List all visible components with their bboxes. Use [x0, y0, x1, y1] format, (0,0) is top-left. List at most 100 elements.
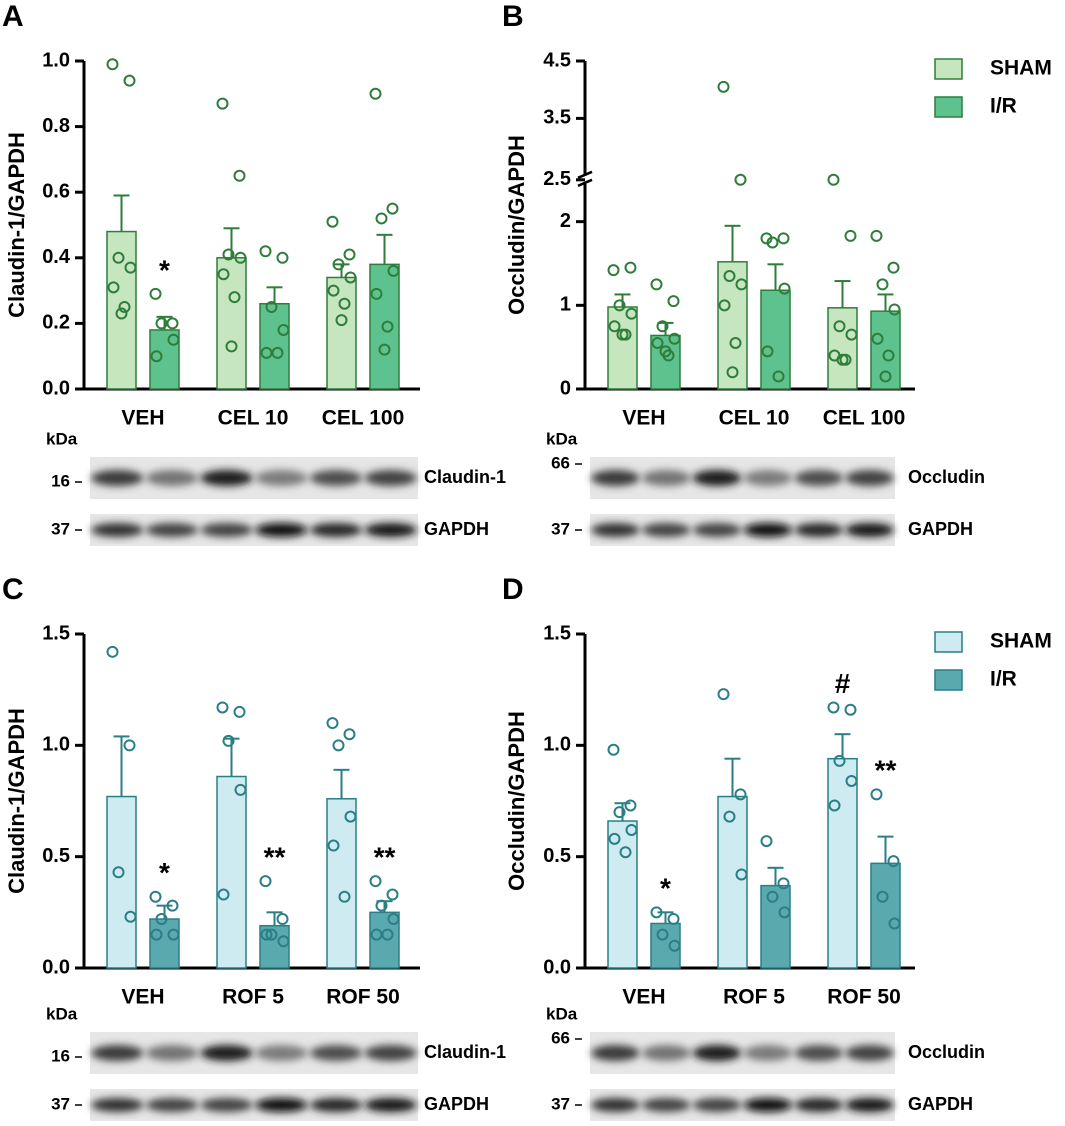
bar [369, 263, 400, 390]
blot-marker: 66 [551, 453, 570, 472]
data-point [668, 332, 681, 345]
legend-swatch [934, 631, 963, 653]
blot-band [845, 523, 894, 537]
blot-band [794, 1045, 844, 1061]
data-point [123, 74, 136, 87]
bar [717, 795, 748, 969]
data-point [608, 832, 621, 845]
data-point [381, 928, 394, 941]
data-point [332, 739, 345, 752]
panel: A Claudin-1/GAPDH 0.0 0.2 0.4 0.6 0.8 1.0 VEH CEL… [2, 0, 506, 546]
blot-strip [90, 514, 418, 546]
data-point [222, 734, 235, 747]
data-point [369, 87, 382, 100]
data-point [217, 268, 230, 281]
data-point [845, 328, 858, 341]
y-axis-label: Occludin/GAPDH [504, 135, 529, 315]
data-point [723, 810, 736, 823]
blot-band [255, 523, 308, 537]
blot-strip [590, 1089, 895, 1121]
blot-unit: kDa [46, 1004, 78, 1023]
blot-label: Claudin-1 [424, 467, 506, 487]
data-point [260, 928, 273, 941]
data-point [607, 264, 620, 277]
data-point [723, 270, 736, 283]
data-point [167, 333, 180, 346]
data-point [608, 320, 621, 333]
axis-break [577, 170, 593, 179]
panel: B Occludin/GAPDH 0 1 2 2.5 3.5 4.5 VEH CEL 10 CEL … [502, 0, 1052, 546]
blot-band [794, 1098, 844, 1112]
blot-band [255, 1045, 308, 1061]
data-point [827, 173, 840, 186]
annotation: # [835, 668, 851, 699]
data-point [888, 303, 901, 316]
data-point [370, 287, 383, 300]
legend-swatch [934, 669, 963, 691]
bar [827, 307, 858, 390]
y-tick-label: 3.5 [543, 107, 571, 129]
data-point [387, 264, 400, 277]
blot-band [794, 523, 844, 537]
data-point [876, 890, 889, 903]
data-point [887, 855, 900, 868]
blot-marker: 37 [51, 519, 70, 538]
data-point [233, 169, 246, 182]
blot-band [845, 1045, 894, 1061]
y-tick-label: 1 [560, 294, 571, 316]
blot-band [743, 1045, 793, 1061]
data-point [844, 703, 857, 716]
data-point [870, 229, 883, 242]
data-point [216, 97, 229, 110]
x-tick-label: ROF 5 [723, 986, 785, 1009]
y-tick-label: 0.5 [42, 845, 70, 867]
blot-band [200, 470, 253, 486]
data-point [326, 717, 339, 730]
blot-band [255, 1098, 308, 1112]
data-point [277, 323, 290, 336]
data-point [375, 212, 388, 225]
bar [216, 775, 247, 969]
data-point [777, 877, 790, 890]
data-point [115, 307, 128, 320]
blot-strip [90, 1089, 418, 1121]
blot-strip [590, 457, 895, 499]
data-point [150, 928, 163, 941]
blot-marker: 37 [551, 519, 570, 538]
data-point [778, 906, 791, 919]
data-point [870, 788, 883, 801]
x-tick-label: CEL 10 [719, 407, 790, 430]
bar [326, 798, 357, 969]
blot-strip [590, 1032, 895, 1074]
data-point [343, 248, 356, 261]
blot-band [145, 470, 199, 486]
y-tick-label: 1.5 [42, 622, 70, 644]
blot-band [309, 1045, 363, 1061]
data-point [166, 899, 179, 912]
blot-unit: kDa [546, 1004, 578, 1023]
data-point [871, 332, 884, 345]
data-point [836, 353, 849, 366]
blot-marker: 16 [51, 1046, 70, 1065]
bar [149, 329, 180, 390]
data-point [271, 346, 284, 359]
legend-label: I/R [990, 95, 1017, 118]
blot-band [309, 523, 363, 537]
data-point [222, 248, 235, 261]
data-point [265, 928, 278, 941]
data-point [378, 343, 391, 356]
x-tick-label: ROF 50 [326, 986, 400, 1009]
data-point [624, 799, 637, 812]
x-tick-label: ROF 5 [222, 986, 284, 1009]
bar [216, 257, 247, 390]
blot-band [641, 1098, 691, 1112]
data-point [735, 278, 748, 291]
y-tick-label: 0.6 [42, 180, 70, 202]
data-point [726, 366, 739, 379]
blot-band [145, 1098, 199, 1112]
x-tick-label: CEL 10 [218, 407, 289, 430]
blot-band [91, 523, 144, 537]
bar [760, 289, 791, 390]
data-point [778, 282, 791, 295]
